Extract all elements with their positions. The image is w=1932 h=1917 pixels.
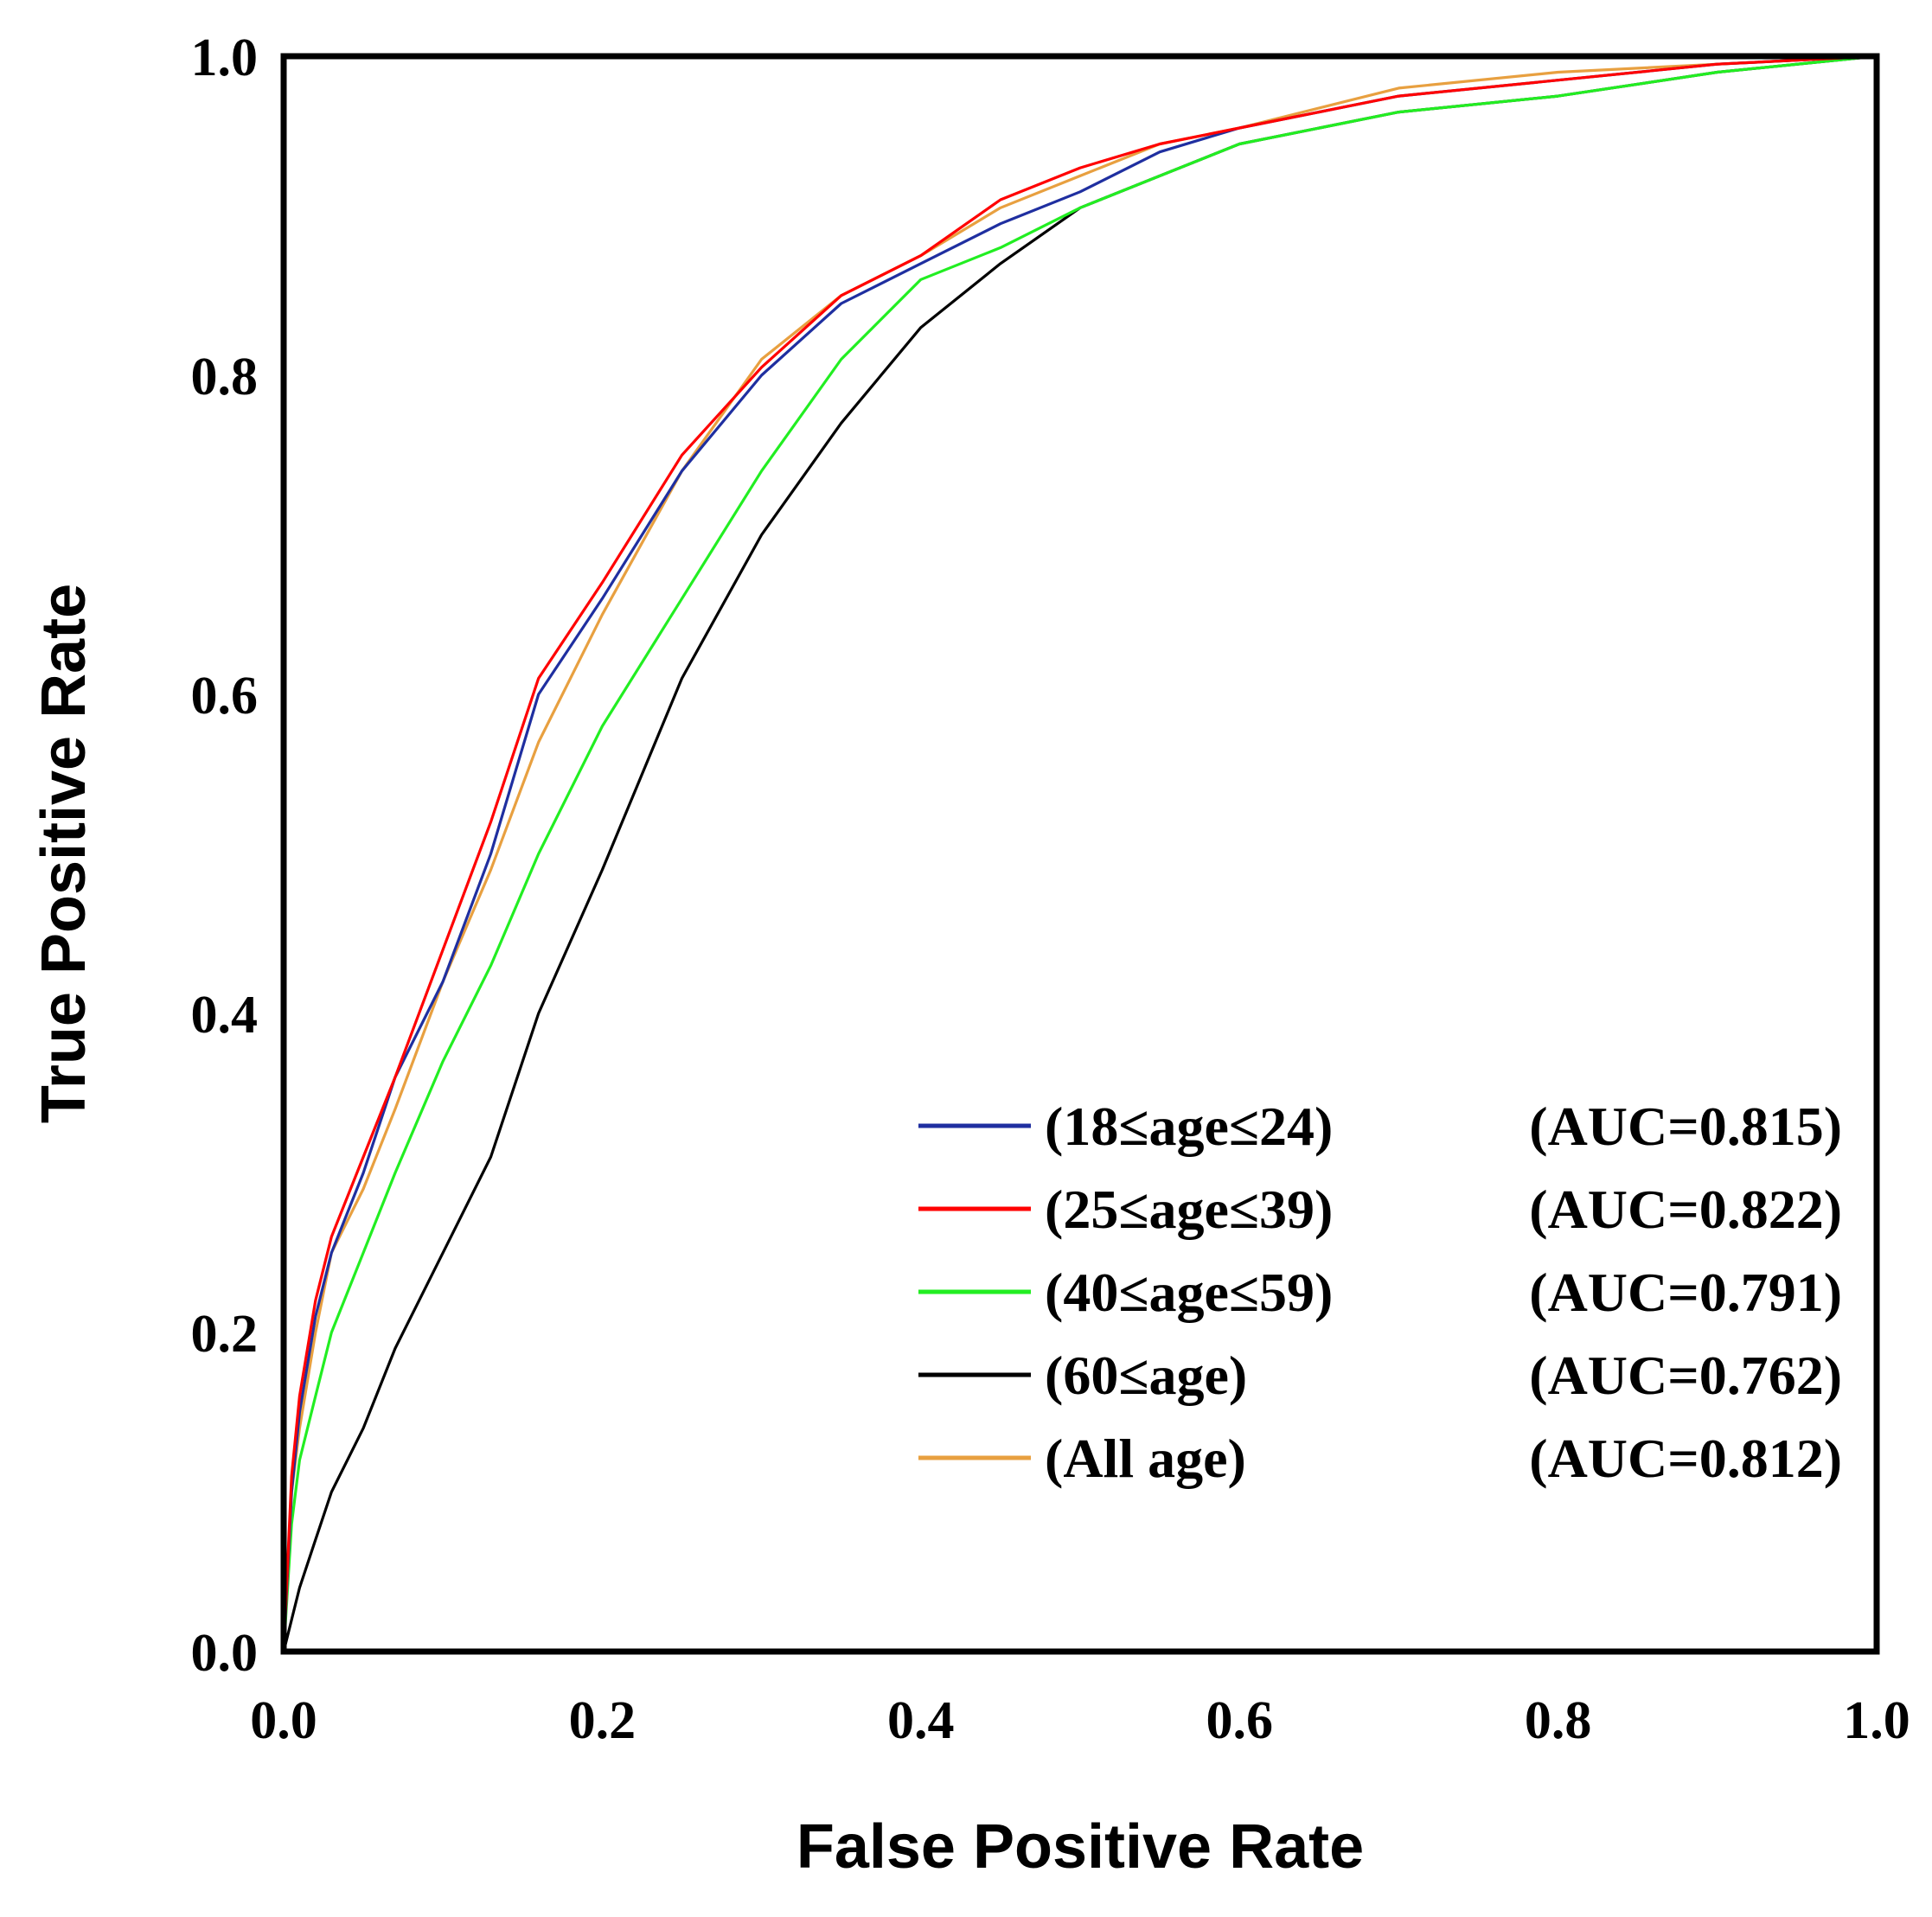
legend: (18≤age≤24) (AUC=0.815) (25≤age≤39) (AUC=0.… bbox=[918, 1096, 1842, 1489]
y-tick-label-2: 0.4 bbox=[191, 986, 259, 1045]
legend-label-2: (40≤age≤59) bbox=[1045, 1262, 1333, 1323]
x-axis-title: False Positive Rate bbox=[796, 1812, 1364, 1882]
y-tick-label-4: 0.8 bbox=[191, 348, 259, 406]
roc-curve-3 bbox=[282, 54, 1878, 1653]
legend-auc-3: (AUC=0.762) bbox=[1529, 1345, 1842, 1406]
x-tick-label-3: 0.6 bbox=[1206, 1691, 1273, 1750]
legend-label-1: (25≤age≤39) bbox=[1045, 1179, 1333, 1240]
x-tick-label-5: 1.0 bbox=[1843, 1691, 1910, 1750]
y-tick-label-5: 1.0 bbox=[191, 29, 259, 87]
ticks-layer: 0.0 0.2 0.4 0.6 0.8 1.0 0.0 0.2 0.4 0.6 0.8 1.0 bbox=[191, 29, 1910, 1750]
y-axis-title: True Positive Rate bbox=[29, 584, 99, 1123]
roc-curve-0 bbox=[282, 54, 1878, 1653]
y-tick-label-1: 0.2 bbox=[191, 1305, 259, 1364]
x-tick-label-0: 0.0 bbox=[250, 1691, 317, 1750]
plot-frame bbox=[280, 53, 1880, 1655]
legend-auc-2: (AUC=0.791) bbox=[1529, 1262, 1842, 1323]
legend-auc-0: (AUC=0.815) bbox=[1529, 1096, 1842, 1157]
roc-curve-2 bbox=[282, 54, 1878, 1653]
y-tick-label-0: 0.0 bbox=[191, 1624, 259, 1683]
x-tick-label-1: 0.2 bbox=[569, 1691, 637, 1750]
legend-auc-4: (AUC=0.812) bbox=[1529, 1428, 1842, 1489]
x-tick-label-2: 0.4 bbox=[887, 1691, 955, 1750]
roc-curve-4 bbox=[282, 54, 1878, 1653]
curves-layer bbox=[282, 54, 1878, 1653]
y-tick-label-3: 0.6 bbox=[191, 667, 259, 725]
x-tick-label-4: 0.8 bbox=[1525, 1691, 1592, 1750]
legend-label-3: (60≤age) bbox=[1045, 1345, 1247, 1406]
legend-label-0: (18≤age≤24) bbox=[1045, 1096, 1333, 1157]
roc-curve-1 bbox=[282, 54, 1878, 1653]
legend-label-4: (All age) bbox=[1045, 1428, 1246, 1489]
legend-auc-1: (AUC=0.822) bbox=[1529, 1179, 1842, 1240]
